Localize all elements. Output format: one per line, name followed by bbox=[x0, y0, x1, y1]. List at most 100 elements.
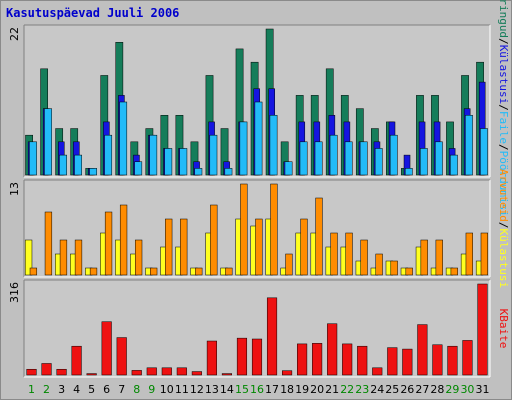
day-label-14: 14 bbox=[220, 383, 234, 396]
bar-Faile-12 bbox=[194, 168, 203, 176]
day-label-9: 9 bbox=[148, 383, 155, 396]
bar-Külastusi-19 bbox=[300, 218, 308, 276]
top-legend-sep-1: / bbox=[497, 104, 510, 111]
top-legend-2: Faile bbox=[497, 111, 510, 144]
bar-Faile-9 bbox=[149, 134, 158, 176]
bar-Faile-27 bbox=[420, 148, 428, 176]
day-label-17: 17 bbox=[265, 383, 279, 396]
bar-Külastusi-6 bbox=[104, 211, 113, 276]
bar-Külastusi-11 bbox=[180, 218, 188, 276]
day-label-31: 31 bbox=[475, 383, 489, 396]
bar-Külastusi-24 bbox=[375, 253, 383, 276]
day-label-18: 18 bbox=[280, 383, 294, 396]
day-label-7: 7 bbox=[118, 383, 125, 396]
bar-Faile-26 bbox=[404, 168, 413, 176]
bar-Külastusi-31 bbox=[480, 232, 488, 276]
middle-ymax-label: 13 bbox=[8, 182, 21, 196]
bar-KBaite-20 bbox=[312, 343, 323, 376]
bar-KBaite-2 bbox=[41, 363, 52, 376]
top-legend: Päringud/Külastusi/Faile/Pöördumisi bbox=[497, 0, 510, 217]
bar-KBaite-28 bbox=[432, 344, 443, 376]
bar-Külastusi-28 bbox=[435, 239, 443, 276]
day-label-23: 23 bbox=[355, 383, 369, 396]
bar-Külastusi-12 bbox=[195, 267, 203, 276]
bar-Külastusi-8 bbox=[134, 239, 143, 276]
bar-Külastusi-10 bbox=[165, 218, 173, 276]
day-label-2: 2 bbox=[43, 383, 50, 396]
bar-Külastusi-22 bbox=[345, 232, 353, 276]
bar-KBaite-21 bbox=[327, 323, 338, 376]
day-label-13: 13 bbox=[205, 383, 219, 396]
day-label-20: 20 bbox=[310, 383, 324, 396]
bar-KBaite-10 bbox=[161, 367, 172, 376]
bar-Faile-11 bbox=[179, 148, 188, 176]
bar-KBaite-16 bbox=[251, 338, 263, 376]
bar-KBaite-7 bbox=[116, 337, 127, 376]
bar-Faile-8 bbox=[134, 161, 143, 176]
bar-Külastusi-26 bbox=[405, 267, 413, 276]
bar-KBaite-13 bbox=[206, 340, 217, 376]
bar-Külastusi-5 bbox=[89, 267, 98, 276]
bar-Külastusi-3 bbox=[59, 239, 68, 276]
day-label-28: 28 bbox=[430, 383, 444, 396]
day-label-15: 15 bbox=[235, 383, 249, 396]
bar-Faile-3 bbox=[59, 154, 67, 176]
bar-Külastusi-29 bbox=[450, 267, 458, 276]
bar-Faile-19 bbox=[299, 141, 308, 176]
bar-Faile-23 bbox=[359, 141, 368, 176]
bar-Külastusi-16 bbox=[255, 218, 263, 276]
bar-Külastusi-2 bbox=[44, 211, 53, 276]
middle-legend-sep-0: / bbox=[497, 222, 510, 229]
bar-KBaite-30 bbox=[462, 340, 473, 376]
bar-KBaite-11 bbox=[176, 367, 187, 376]
bar-KBaite-3 bbox=[56, 368, 67, 376]
top-ymax-label: 22 bbox=[8, 27, 21, 41]
bar-Faile-10 bbox=[164, 148, 173, 176]
middle-legend-0: Arvuteid bbox=[497, 169, 510, 222]
bar-KBaite-25 bbox=[387, 347, 398, 376]
chart-title: Kasutuspäevad Juuli 2006 bbox=[6, 6, 180, 20]
bar-Külastusi-17 bbox=[270, 183, 278, 276]
bottom-legend: KBaite bbox=[497, 309, 510, 349]
bar-KBaite-14 bbox=[221, 373, 232, 376]
bar-KBaite-1 bbox=[26, 368, 37, 376]
day-label-30: 30 bbox=[460, 383, 474, 396]
bar-Faile-21 bbox=[329, 134, 338, 176]
bar-KBaite-29 bbox=[447, 345, 458, 376]
bar-Külastusi-14 bbox=[225, 267, 233, 276]
bar-Faile-22 bbox=[344, 141, 353, 176]
day-label-22: 22 bbox=[340, 383, 354, 396]
bar-Faile-1 bbox=[29, 141, 37, 176]
bar-Faile-25 bbox=[389, 134, 398, 176]
bar-KBaite-31 bbox=[477, 283, 488, 376]
bar-KBaite-6 bbox=[101, 321, 112, 376]
bar-KBaite-24 bbox=[372, 367, 383, 376]
bottom-ymax-label: 316 bbox=[8, 282, 21, 303]
bar-Külastusi-25 bbox=[390, 260, 398, 276]
day-label-27: 27 bbox=[415, 383, 429, 396]
bar-KBaite-23 bbox=[357, 345, 368, 376]
bar-Faile-30 bbox=[465, 115, 473, 176]
bar-Faile-24 bbox=[374, 148, 383, 176]
bar-KBaite-9 bbox=[146, 367, 157, 376]
bar-KBaite-22 bbox=[342, 343, 353, 376]
bar-Faile-2 bbox=[44, 108, 52, 176]
day-label-3: 3 bbox=[58, 383, 65, 396]
bar-Faile-7 bbox=[119, 101, 128, 176]
bar-KBaite-26 bbox=[402, 348, 413, 376]
bar-Arvuteid-1 bbox=[24, 239, 33, 276]
bar-Külastusi-18 bbox=[285, 253, 293, 276]
day-label-19: 19 bbox=[295, 383, 309, 396]
bar-Faile-6 bbox=[104, 134, 113, 176]
day-label-8: 8 bbox=[133, 383, 140, 396]
day-label-6: 6 bbox=[103, 383, 110, 396]
bar-KBaite-15 bbox=[236, 337, 248, 376]
bar-KBaite-8 bbox=[131, 370, 142, 376]
bar-KBaite-4 bbox=[71, 345, 82, 376]
top-legend-0: Päringud bbox=[497, 0, 510, 38]
top-legend-1: Külastusi bbox=[497, 45, 510, 105]
top-legend-sep-0: / bbox=[497, 38, 510, 45]
day-label-4: 4 bbox=[73, 383, 80, 396]
bar-Külastusi-7 bbox=[119, 204, 128, 276]
